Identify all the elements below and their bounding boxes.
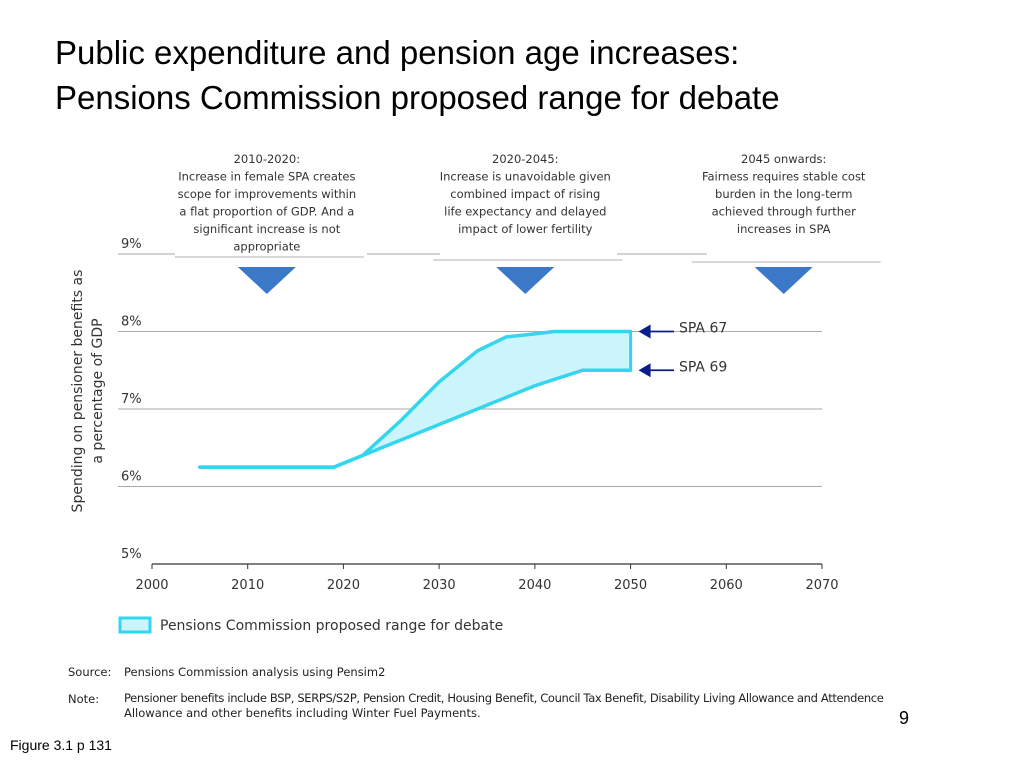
- annotation-text: life expectancy and delayed: [444, 205, 606, 219]
- annotation-text: increases in SPA: [737, 222, 831, 236]
- x-tick-label: 2020: [327, 578, 360, 593]
- pension-spending-chart: 5% 6% 7% 8% 9% 2000 2010 2020 2030 2040 2050 2060 20…: [70, 152, 881, 634]
- period-marker-triangle: [754, 267, 813, 294]
- title-line-2: Pensions Commission proposed range for d…: [55, 79, 780, 116]
- series-label: SPA 67: [679, 321, 727, 337]
- note-line-2: Allowance and other benefits including W…: [124, 706, 481, 720]
- x-tick-label: 2010: [231, 578, 264, 593]
- slide-title: Public expenditure and pension age incre…: [55, 30, 1005, 120]
- annotation-heading: 2020-2045:: [492, 152, 559, 166]
- annotation-text: burden in the long-term: [715, 187, 852, 201]
- annotation-text: appropriate: [233, 240, 300, 254]
- page-number: 9: [899, 708, 910, 728]
- pointer-arrow-head: [638, 324, 651, 339]
- note-line-1: Pensioner benefits include BSP, SERPS/S2…: [124, 691, 884, 705]
- annotation-text: Fairness requires stable cost: [702, 170, 866, 184]
- source-text: Pensions Commission analysis using Pensi…: [124, 665, 386, 679]
- y-axis-label-line-2: a percentage of GDP: [90, 318, 106, 463]
- x-tick-label: 2000: [135, 578, 168, 593]
- legend-swatch: [118, 616, 152, 634]
- annotation-text: Increase is unavoidable given: [440, 170, 611, 184]
- annotation-text: combined impact of rising: [450, 187, 600, 201]
- x-tick-label: 2060: [710, 578, 743, 593]
- annotation-text: impact of lower fertility: [458, 222, 593, 236]
- period-marker-triangle: [496, 267, 555, 294]
- period-marker-triangle: [237, 267, 296, 294]
- y-tick-label: 8%: [121, 315, 142, 330]
- annotation-text: significant increase is not: [193, 222, 340, 236]
- annotation-text: scope for improvements within: [178, 187, 357, 201]
- x-tick-label: 2070: [805, 578, 838, 593]
- note-label: Note:: [68, 692, 100, 706]
- proposed-range-band: [199, 331, 631, 468]
- pointer-arrow-head: [638, 363, 651, 378]
- figure-reference: Figure 3.1 p 131: [10, 737, 112, 753]
- y-tick-label: 5%: [121, 547, 142, 562]
- y-tick-label: 7%: [121, 392, 142, 407]
- annotation-heading: 2010-2020:: [234, 152, 301, 166]
- x-tick-label: 2040: [518, 578, 551, 593]
- series-label: SPA 69: [679, 359, 727, 375]
- y-tick-label: 9%: [121, 237, 142, 252]
- y-tick-label: 6%: [121, 470, 142, 485]
- legend-label: Pensions Commission proposed range for d…: [160, 618, 503, 634]
- note-text: Pensioner benefits include BSP, SERPS/S2…: [124, 691, 994, 721]
- annotation-heading: 2045 onwards:: [741, 152, 826, 166]
- x-tick-label: 2050: [614, 578, 647, 593]
- annotation-text: achieved through further: [712, 205, 857, 219]
- source-label: Source:: [68, 665, 112, 679]
- annotation-text: Increase in female SPA creates: [178, 170, 355, 184]
- x-tick-label: 2030: [423, 578, 456, 593]
- series-line-spa-69: [198, 368, 633, 469]
- y-axis-label-line-1: Spending on pensioner benefits as: [70, 270, 86, 513]
- annotation-text: a flat proportion of GDP. And a: [179, 205, 354, 219]
- title-line-1: Public expenditure and pension age incre…: [55, 34, 740, 71]
